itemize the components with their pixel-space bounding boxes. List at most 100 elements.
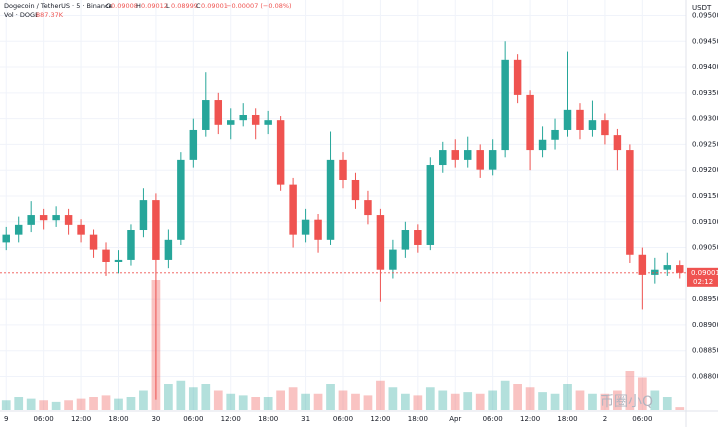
x-tick-label: 31 <box>301 415 310 423</box>
candle-body <box>227 120 235 125</box>
volume-bar <box>400 393 410 410</box>
volume-bar <box>438 390 448 410</box>
volume-bar <box>263 397 273 410</box>
volume-bar <box>226 393 236 410</box>
x-tick-label: 12:00 <box>370 415 390 423</box>
candle-body <box>389 249 397 270</box>
x-tick-label: 2 <box>603 415 607 423</box>
volume-bar <box>39 400 49 410</box>
x-tick-label: 18:00 <box>108 415 128 423</box>
volume-bar <box>388 387 398 410</box>
volume-bar <box>413 395 423 410</box>
candle-body <box>152 200 160 260</box>
candle-body <box>426 165 435 245</box>
volume-bar <box>288 387 298 410</box>
volume-bar <box>251 397 261 410</box>
volume-bar <box>76 398 86 410</box>
volume-bar <box>425 387 435 410</box>
x-tick-label: 12:00 <box>71 415 91 423</box>
last-price-label: 0.09001 <box>691 269 718 277</box>
x-tick-label: 06:00 <box>632 415 652 423</box>
candle-body <box>127 230 135 260</box>
candle-body <box>202 100 210 130</box>
candle-body <box>139 200 148 231</box>
volume-bar <box>513 384 522 410</box>
x-tick-label: 06:00 <box>483 415 503 423</box>
candle-body <box>638 254 647 275</box>
candle-body <box>177 159 185 240</box>
candle-layer <box>2 41 684 400</box>
x-tick-label: 12:00 <box>221 415 241 423</box>
candle-body <box>189 129 198 160</box>
volume-bar <box>538 392 547 410</box>
volume-bar <box>463 392 473 410</box>
volume-title: Vol · DOGE <box>4 11 39 19</box>
volume-bar <box>625 371 635 410</box>
candle-body <box>64 215 73 225</box>
candle-body <box>326 159 335 240</box>
x-tick-label: 30 <box>151 415 160 423</box>
volume-bar <box>313 393 323 410</box>
volume-bar <box>26 398 36 410</box>
candle-body <box>551 129 559 140</box>
volume-bar <box>600 393 610 410</box>
volume-bar <box>238 395 248 410</box>
candle-body <box>314 219 322 240</box>
candle-body <box>488 150 497 170</box>
x-tick-label: 06:00 <box>183 415 203 423</box>
volume-bar <box>488 390 498 410</box>
ohlc-value: 0.08999 <box>171 2 198 10</box>
candle-body <box>439 150 447 166</box>
candle-body <box>114 259 123 262</box>
candle-body <box>39 215 48 221</box>
candle-body <box>663 265 672 270</box>
volume-layer <box>1 280 685 410</box>
volume-bar <box>351 393 360 410</box>
ohlc-label: C <box>196 2 201 10</box>
ohlc-label: O <box>106 2 111 10</box>
candle-body <box>214 100 223 125</box>
volume-bar <box>201 384 211 410</box>
candle-body <box>414 230 422 245</box>
candle-body <box>2 234 10 243</box>
candle-body <box>601 120 609 136</box>
volume-bar <box>563 384 572 410</box>
candle-body <box>401 230 410 250</box>
watermark: 币圈小Q <box>600 394 653 410</box>
candle-body <box>339 159 347 180</box>
candle-body <box>14 224 23 235</box>
volume-bar <box>588 393 597 410</box>
volume-bar <box>575 390 585 410</box>
candle-body <box>451 150 459 160</box>
candle-body <box>651 269 659 275</box>
axis-unit: USDT <box>692 4 712 12</box>
volume-bar <box>662 397 672 410</box>
volume-bar <box>188 387 198 410</box>
candle-body <box>364 200 372 216</box>
volume-bar <box>650 390 660 410</box>
x-tick-label: 18:00 <box>408 415 428 423</box>
candle-body <box>239 115 247 121</box>
candle-body <box>276 120 285 185</box>
volume-bar <box>500 380 510 410</box>
candle-body <box>376 215 385 270</box>
ohlc-label: L <box>166 2 170 10</box>
volume-bar <box>525 387 535 410</box>
volume-bar <box>301 393 310 410</box>
candle-body <box>164 239 173 260</box>
candle-body <box>77 224 85 235</box>
candle-body <box>289 184 297 235</box>
volume-bar <box>550 393 560 410</box>
candle-body <box>264 120 272 125</box>
x-tick-label: 06:00 <box>34 415 54 423</box>
volume-bar <box>338 390 348 410</box>
candle-body <box>501 59 509 151</box>
